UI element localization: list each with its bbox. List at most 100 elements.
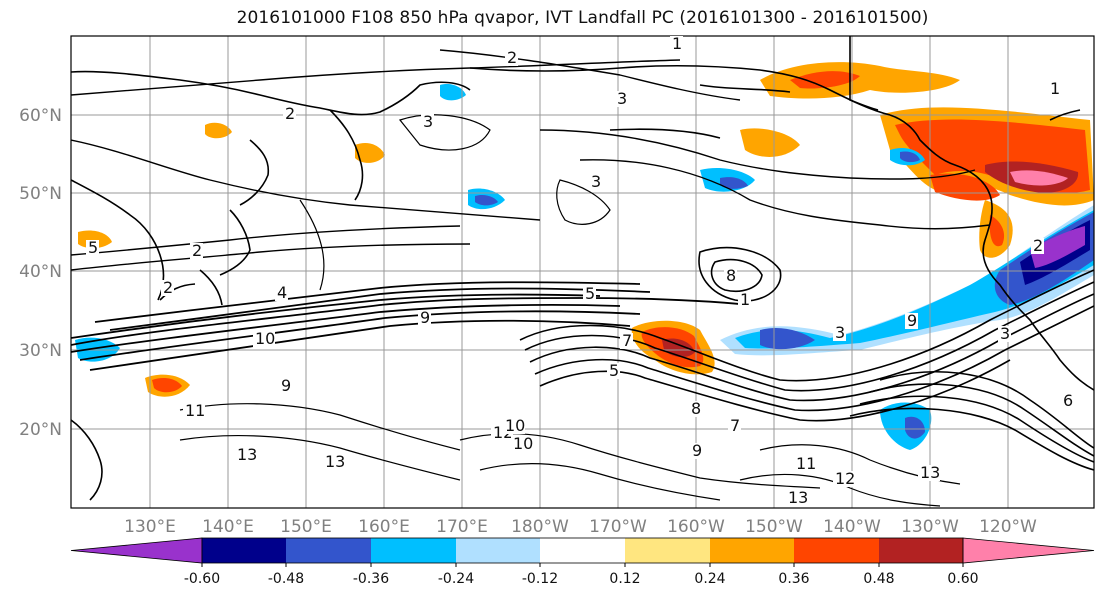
contour-label: 1 <box>1050 79 1060 98</box>
colorbar-tick-label: -0.36 <box>353 571 389 587</box>
contour-label: 9 <box>420 308 430 327</box>
colorbar-tick-label: -0.24 <box>438 571 474 587</box>
contour-label-bg <box>1061 393 1074 409</box>
contour-label-bg <box>786 490 808 506</box>
lon-label: 170°E <box>436 517 488 537</box>
lon-label: 170°W <box>589 517 647 537</box>
qvapor-shading <box>75 62 1094 450</box>
map-plot-area <box>71 36 1094 508</box>
contour-label: 7 <box>622 331 632 350</box>
lon-label: 120°W <box>979 517 1037 537</box>
contour-label: 9 <box>281 376 291 395</box>
colorbar-tick-label: 0.12 <box>609 571 640 587</box>
contour-label: 6 <box>1063 391 1073 410</box>
contour-label: 5 <box>609 361 619 380</box>
colorbar-tick-label: -0.60 <box>184 571 220 587</box>
contour-label-bg <box>505 50 518 66</box>
map-title: 2016101000 F108 850 hPa qvapor, IVT Land… <box>236 8 929 28</box>
map-gridlines <box>71 36 1094 508</box>
lat-label: 20°N <box>19 420 62 440</box>
contour-label-bg <box>794 456 816 472</box>
contour-label-bg <box>583 286 596 302</box>
contour-label-bg <box>86 240 99 256</box>
contour-label: 5 <box>585 284 595 303</box>
contour-label: 11 <box>185 401 205 420</box>
contour-label-bg <box>1048 81 1061 97</box>
colorbar-tick-label: 0.60 <box>947 571 978 587</box>
contour-label-bg <box>833 471 855 487</box>
colorbar-segment <box>794 538 879 563</box>
contour-label-bg <box>235 447 257 463</box>
ivt-contours <box>71 49 1094 507</box>
contour-label: 7 <box>730 416 740 435</box>
lon-label: 150°W <box>745 517 803 537</box>
colorbar-tick-label: 0.36 <box>778 571 809 587</box>
contour-label-bg <box>421 114 434 130</box>
contour-label-bg <box>511 436 533 452</box>
colorbar-segment <box>625 538 710 563</box>
contour-label-bg <box>690 443 703 459</box>
contour-label-bg <box>918 465 940 481</box>
colorbar-segment <box>540 538 625 563</box>
lat-label: 40°N <box>19 262 62 282</box>
lon-label: 180°W <box>511 517 569 537</box>
colorbar-segment <box>879 538 963 563</box>
latitude-axis: 60°N 50°N 40°N 30°N 20°N <box>19 106 62 440</box>
colorbar-segment <box>371 538 456 563</box>
contour-label-bg <box>161 280 174 296</box>
contour-label-bg <box>253 331 275 347</box>
contour-label: 12 <box>835 469 855 488</box>
colorbar: -0.60 -0.48 -0.36 -0.24 -0.12 0.12 0.24 0.36 0.4… <box>70 537 1095 587</box>
contour-label-bg <box>738 292 751 308</box>
contour-label: 3 <box>1000 324 1010 343</box>
lat-label: 30°N <box>19 341 62 361</box>
lon-label: 130°W <box>901 517 959 537</box>
lon-label: 140°W <box>823 517 881 537</box>
contour-labels: 1232332524910111312131098755987311112131… <box>86 34 1074 507</box>
contour-label: 1 <box>740 290 750 309</box>
contour-label: 2 <box>192 241 202 260</box>
contour-label-bg <box>615 91 628 107</box>
colorbar-tick-label: 0.48 <box>863 571 894 587</box>
lon-label: 160°E <box>358 517 410 537</box>
contour-label-bg <box>503 418 525 434</box>
contour-label: 10 <box>255 329 275 348</box>
map-frame <box>70 35 1095 509</box>
contour-label: 10 <box>513 434 533 453</box>
contour-label-bg <box>607 363 620 379</box>
colorbar-outline <box>201 537 964 564</box>
contour-label-bg <box>620 333 633 349</box>
contour-label-bg <box>1031 238 1044 254</box>
colorbar-segment <box>456 538 540 563</box>
contour-label-bg <box>670 36 683 52</box>
contour-label-bg <box>724 268 737 284</box>
colorbar-tick-label: -0.48 <box>268 571 304 587</box>
contour-label: 9 <box>692 441 702 460</box>
contour-label: 2 <box>507 48 517 67</box>
contour-label-bg <box>183 403 205 419</box>
contour-label-bg <box>728 418 741 434</box>
contour-label: 8 <box>691 399 701 418</box>
contour-label: 8 <box>726 266 736 285</box>
colorbar-segment <box>202 538 286 563</box>
contour-label-bg <box>689 401 702 417</box>
contour-label: 13 <box>920 463 940 482</box>
contour-label-bg <box>833 325 846 341</box>
contour-label: 1 <box>672 34 682 53</box>
lon-label: 130°E <box>124 517 176 537</box>
contour-label: 9 <box>907 311 917 330</box>
contour-label-bg <box>418 310 431 326</box>
lat-label: 50°N <box>19 184 62 204</box>
contour-label: 13 <box>325 452 345 471</box>
contour-label-bg <box>905 313 918 329</box>
contour-label: 13 <box>788 488 808 507</box>
contour-label-bg <box>190 243 203 259</box>
contour-label: 3 <box>423 112 433 131</box>
contour-label: 13 <box>237 445 257 464</box>
contour-label: 2 <box>285 104 295 123</box>
contour-label-bg <box>283 106 296 122</box>
colorbar-extend-max <box>962 537 1095 564</box>
contour-label: 4 <box>277 283 287 302</box>
lat-label: 60°N <box>19 106 62 126</box>
